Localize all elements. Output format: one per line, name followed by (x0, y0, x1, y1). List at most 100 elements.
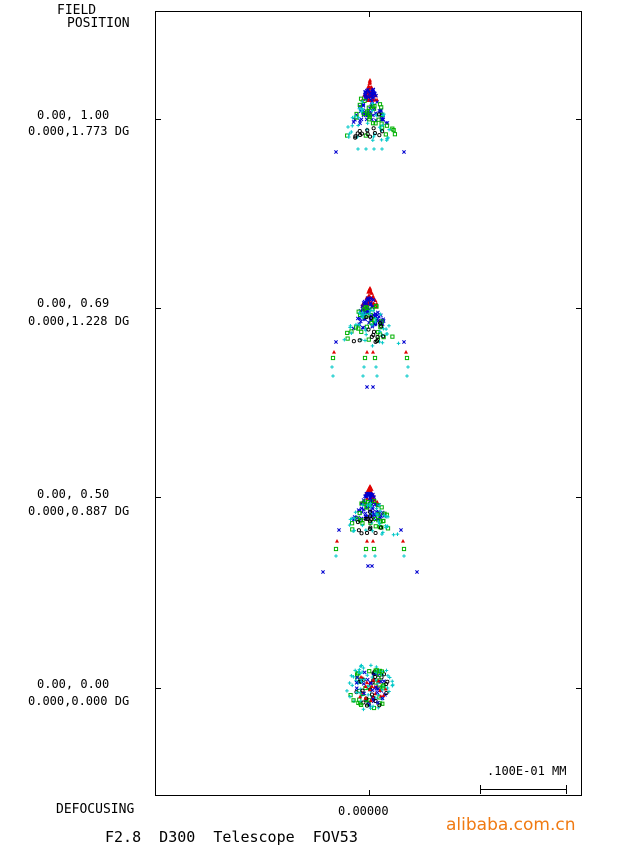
spot-point (379, 117, 384, 122)
spot-point (367, 509, 372, 514)
spot-point (366, 337, 371, 342)
spot-point (353, 668, 357, 673)
spot-point (373, 316, 378, 321)
spot-point (384, 681, 389, 687)
spot-point (399, 528, 403, 532)
spot-point (371, 385, 375, 389)
spot-point (362, 365, 366, 369)
spot-point (361, 313, 366, 317)
spot-point (371, 297, 376, 302)
spot-point (366, 297, 371, 302)
field-label-1-norm: 0.00, 1.00 (37, 108, 110, 122)
spot-point (349, 521, 355, 526)
scale-bar (480, 789, 566, 790)
spot-point (350, 123, 355, 128)
spot-point (359, 674, 364, 679)
spot-point (358, 118, 362, 123)
spot-point (368, 681, 373, 686)
spot-point (353, 114, 358, 118)
spot-point (387, 689, 391, 694)
spot-point (404, 355, 410, 361)
spot-point (395, 532, 400, 536)
spot-point (369, 504, 373, 509)
spot-point (367, 117, 372, 122)
spot-point (333, 546, 339, 552)
field-tick-left-1 (155, 119, 161, 120)
spot-point (352, 516, 357, 521)
spot-point (358, 96, 364, 101)
spot-point (401, 539, 405, 543)
spot-point (358, 132, 363, 137)
spot-point (349, 673, 354, 678)
scale-label: .100E-01 MM (487, 764, 567, 778)
spot-point (372, 355, 378, 361)
spot-point (357, 667, 362, 672)
spot-point (386, 136, 390, 140)
spot-point (396, 341, 401, 346)
spot-point (347, 523, 352, 527)
spot-point (369, 291, 374, 295)
spot-point (377, 672, 382, 677)
spot-point (380, 123, 384, 128)
spot-point (378, 321, 383, 326)
spot-point (371, 135, 376, 139)
spot-point (347, 681, 352, 685)
spot-point (406, 365, 410, 369)
spot-point (386, 673, 390, 678)
spot-point (367, 81, 372, 85)
spot-point (321, 570, 325, 574)
spot-point (361, 103, 366, 108)
spot-point (346, 135, 351, 139)
spot-point (392, 132, 398, 137)
spot-point (404, 350, 408, 354)
spot-point (348, 324, 353, 328)
spot-point (361, 111, 366, 117)
spot-point (367, 79, 372, 83)
spot-point (402, 554, 406, 558)
spot-point (360, 523, 365, 528)
spot-point (354, 690, 359, 695)
spot-point (368, 302, 373, 307)
spot-point (368, 97, 373, 102)
spot-point (375, 335, 380, 340)
spot-point (366, 327, 371, 332)
frame-tick-top (369, 11, 370, 17)
spot-point (362, 670, 367, 675)
spot-point (362, 355, 368, 361)
spot-point (373, 320, 378, 324)
spot-point (367, 519, 373, 524)
spot-point (381, 334, 386, 339)
spot-point (376, 520, 381, 524)
spot-point (368, 315, 374, 320)
spot-point (361, 503, 365, 507)
spot-point (365, 673, 370, 678)
spot-point (373, 554, 377, 558)
spot-point (373, 303, 379, 308)
spot-point (369, 663, 373, 668)
spot-point (351, 675, 356, 679)
spot-point (376, 112, 382, 117)
spot-point (373, 698, 378, 704)
spot-point (415, 570, 419, 574)
spot-point (375, 700, 380, 705)
spot-point (358, 691, 362, 695)
spot-point (371, 539, 375, 543)
spot-point (381, 693, 386, 698)
spot-point (385, 524, 390, 529)
spot-point (367, 311, 372, 315)
spot-point (378, 525, 383, 530)
spot-point (362, 691, 367, 696)
spot-point (375, 374, 379, 378)
frame-tick-bottom (369, 790, 370, 796)
spot-point (363, 90, 368, 95)
spot-point (372, 147, 376, 151)
spot-point (373, 339, 378, 344)
spot-point (337, 528, 341, 532)
field-header-line1: FIELD (57, 3, 97, 18)
spot-point (361, 681, 366, 686)
spot-point (359, 110, 364, 114)
spot-point (363, 554, 367, 558)
spot-point (371, 329, 377, 334)
spot-point (358, 664, 363, 669)
spot-point (380, 340, 385, 345)
